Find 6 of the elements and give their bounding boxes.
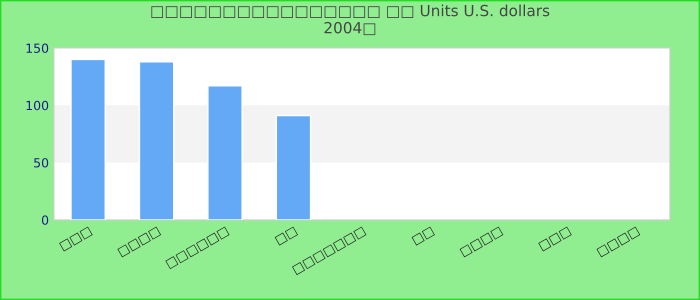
y-tick-label: 50 [34, 158, 48, 168]
y-tick-label: 100 [26, 100, 48, 110]
y-tick-label: 150 [26, 43, 48, 53]
x-tick-label: □□ [412, 226, 435, 246]
y-tick-label: 0 [42, 215, 48, 225]
chart-title: □□□□□□□□□□□□□□□□ □□ Units U.S. dollars 2004□ [151, 4, 550, 36]
